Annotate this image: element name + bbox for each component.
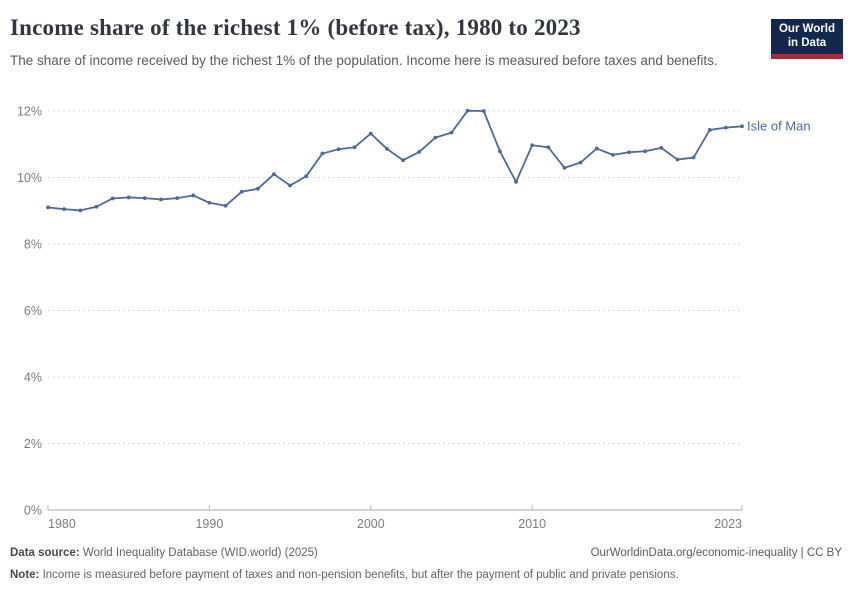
- data-point[interactable]: [594, 146, 599, 151]
- data-point[interactable]: [610, 152, 615, 157]
- data-point[interactable]: [352, 145, 357, 150]
- data-point[interactable]: [126, 195, 131, 200]
- data-point[interactable]: [723, 125, 728, 130]
- data-point[interactable]: [385, 147, 389, 151]
- data-point[interactable]: [288, 183, 292, 188]
- data-point[interactable]: [223, 203, 228, 208]
- data-point[interactable]: [320, 151, 325, 156]
- data-point[interactable]: [255, 186, 260, 191]
- entity-label[interactable]: Isle of Man: [747, 119, 811, 134]
- data-point[interactable]: [740, 124, 744, 129]
- data-point[interactable]: [433, 135, 438, 140]
- data-point[interactable]: [546, 145, 551, 150]
- data-point[interactable]: [417, 149, 422, 154]
- data-point[interactable]: [449, 130, 454, 135]
- data-point[interactable]: [191, 193, 196, 198]
- data-point[interactable]: [94, 204, 99, 209]
- data-point[interactable]: [691, 155, 696, 160]
- data-point[interactable]: [46, 205, 50, 210]
- data-point[interactable]: [465, 108, 470, 113]
- data-point[interactable]: [643, 149, 648, 154]
- data-point[interactable]: [627, 150, 631, 155]
- x-axis-label: 1990: [195, 517, 223, 531]
- owid-logo-line1: Our World: [778, 23, 835, 35]
- data-point[interactable]: [481, 109, 486, 113]
- owid-logo-line2: in Data: [787, 36, 827, 49]
- y-axis-label: 2%: [24, 437, 42, 451]
- chart-line[interactable]: [47, 109, 743, 212]
- data-point[interactable]: [562, 165, 567, 170]
- data-point[interactable]: [304, 174, 309, 179]
- data-point[interactable]: [78, 208, 83, 213]
- owid-logo[interactable]: Our World in Data: [771, 19, 843, 59]
- data-point[interactable]: [110, 196, 115, 201]
- data-point[interactable]: [675, 157, 680, 162]
- data-source-value: World Inequality Database (WID.world) (2…: [79, 547, 318, 559]
- owid-cc-by-link[interactable]: OurWorldinData.org/economic-inequality |…: [590, 547, 842, 559]
- x-axis-label: 1980: [48, 517, 76, 531]
- chart-title: Income share of the richest 1% (before t…: [10, 15, 581, 40]
- data-point[interactable]: [514, 179, 518, 184]
- data-point[interactable]: [368, 131, 373, 136]
- data-point[interactable]: [498, 149, 502, 154]
- data-point[interactable]: [530, 143, 535, 148]
- x-axis-label: 2000: [357, 517, 385, 531]
- data-point[interactable]: [272, 172, 276, 177]
- y-axis-label: 6%: [24, 304, 42, 318]
- y-axis-label: 12%: [17, 104, 42, 118]
- x-axis-label: 2010: [518, 517, 546, 531]
- note-label: Note:: [10, 569, 40, 581]
- data-point[interactable]: [659, 146, 664, 150]
- data-point[interactable]: [239, 189, 244, 194]
- note-value: Income is measured before payment of tax…: [39, 569, 679, 581]
- data-point[interactable]: [142, 196, 147, 201]
- x-axis-label: 2023: [714, 517, 742, 531]
- data-source-text: Data source: World Inequality Database (…: [10, 547, 318, 559]
- y-axis-label: 0%: [24, 503, 42, 517]
- data-point[interactable]: [336, 147, 341, 152]
- data-point[interactable]: [62, 207, 67, 211]
- data-point[interactable]: [207, 200, 212, 205]
- data-source-label: Data source:: [10, 547, 80, 559]
- data-point[interactable]: [175, 196, 180, 201]
- footer-source-row: Data source: World Inequality Database (…: [10, 547, 842, 559]
- footer-note-row: Note: Income is measured before payment …: [10, 569, 842, 581]
- y-axis-label: 10%: [17, 171, 42, 185]
- chart-subtitle: The share of income received by the rich…: [10, 53, 718, 68]
- data-point[interactable]: [401, 158, 405, 163]
- y-axis-label: 4%: [24, 370, 42, 384]
- data-point[interactable]: [159, 197, 163, 202]
- data-point[interactable]: [578, 160, 583, 165]
- data-point[interactable]: [707, 128, 712, 132]
- y-axis-label: 8%: [24, 237, 42, 251]
